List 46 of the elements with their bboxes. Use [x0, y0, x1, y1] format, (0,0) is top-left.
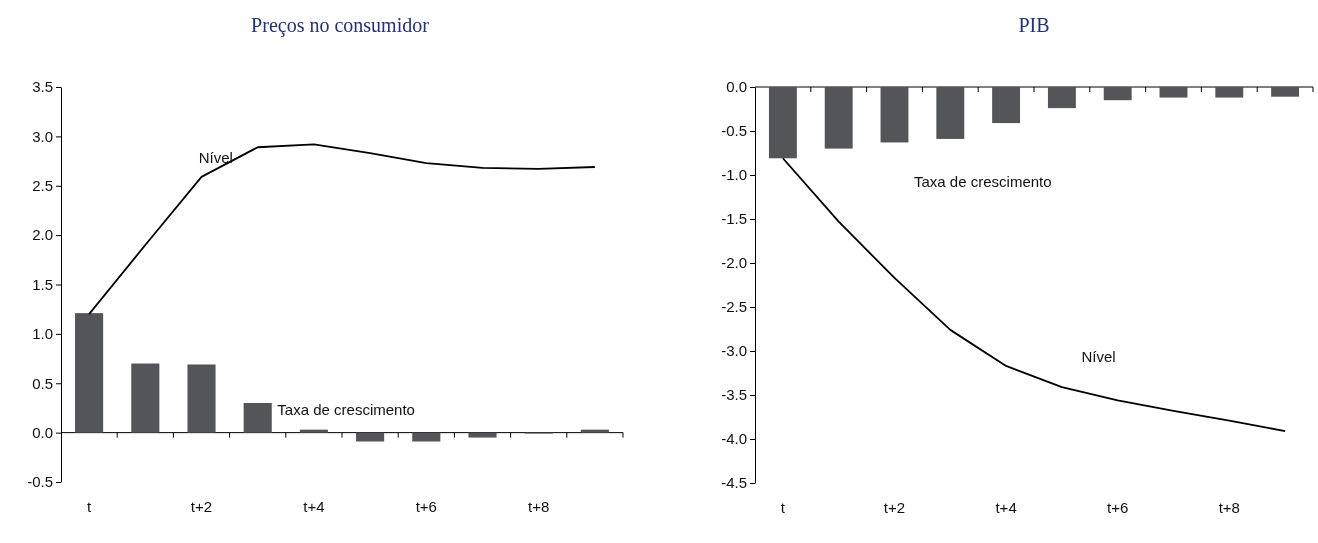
- bar: [131, 363, 160, 433]
- bar: [580, 429, 609, 433]
- text: Taxa de crescimento: [914, 172, 1052, 190]
- y-tick-label: -3.5: [721, 386, 747, 404]
- series-label: Nível: [198, 149, 233, 167]
- y-tick-label: -1.0: [721, 166, 747, 184]
- bar: [468, 432, 497, 438]
- y-tick-label: 2.5: [32, 177, 53, 195]
- line-series: [88, 143, 596, 316]
- x-tick-label: t+4: [303, 498, 325, 515]
- y-tick-label: -3.0: [721, 342, 747, 360]
- x-tick-label: t+8: [1218, 499, 1240, 516]
- bar: [299, 429, 328, 433]
- y-tick-label: 3.5: [32, 78, 53, 96]
- y-tick-label: 3.0: [32, 127, 53, 145]
- bar: [243, 403, 272, 433]
- x-tick-label: t+2: [190, 498, 213, 515]
- x-tick-label: t+4: [995, 499, 1017, 516]
- bar: [412, 432, 441, 442]
- y-tick-label: 2.0: [32, 226, 53, 244]
- y-tick-label: 1.0: [32, 325, 53, 343]
- x-tick-label: t+6: [1107, 499, 1129, 516]
- y-tick-label: 0.0: [32, 423, 53, 441]
- bar: [75, 313, 104, 433]
- bar: [356, 432, 385, 442]
- bar: [187, 364, 216, 433]
- y-tick-label: -2.0: [721, 254, 747, 272]
- y-tick-label: -0.5: [721, 122, 747, 140]
- x-tick-label: t+8: [528, 498, 550, 515]
- y-tick-label: 1.5: [32, 275, 53, 293]
- y-tick-label: -0.5: [27, 473, 53, 491]
- x-tick-label: t: [780, 499, 786, 516]
- y-tick-label: -4.5: [721, 474, 747, 492]
- chart-title: PIB: [1018, 14, 1050, 36]
- series-label: Taxa de crescimento: [277, 400, 415, 418]
- chart-title: Preços no consumidor: [251, 14, 430, 37]
- x-tick-label: t+2: [883, 499, 906, 516]
- y-tick-label: 0.0: [726, 78, 747, 96]
- x-tick-label: t: [87, 498, 93, 515]
- series-label: Nível: [1081, 348, 1116, 366]
- y-tick-label: 0.5: [32, 374, 53, 392]
- y-tick-label: -1.5: [721, 210, 747, 228]
- y-tick-label: -4.0: [721, 430, 747, 448]
- y-tick-label: -2.5: [721, 298, 747, 316]
- x-tick-label: t+6: [415, 498, 437, 515]
- line-series: [782, 157, 1286, 432]
